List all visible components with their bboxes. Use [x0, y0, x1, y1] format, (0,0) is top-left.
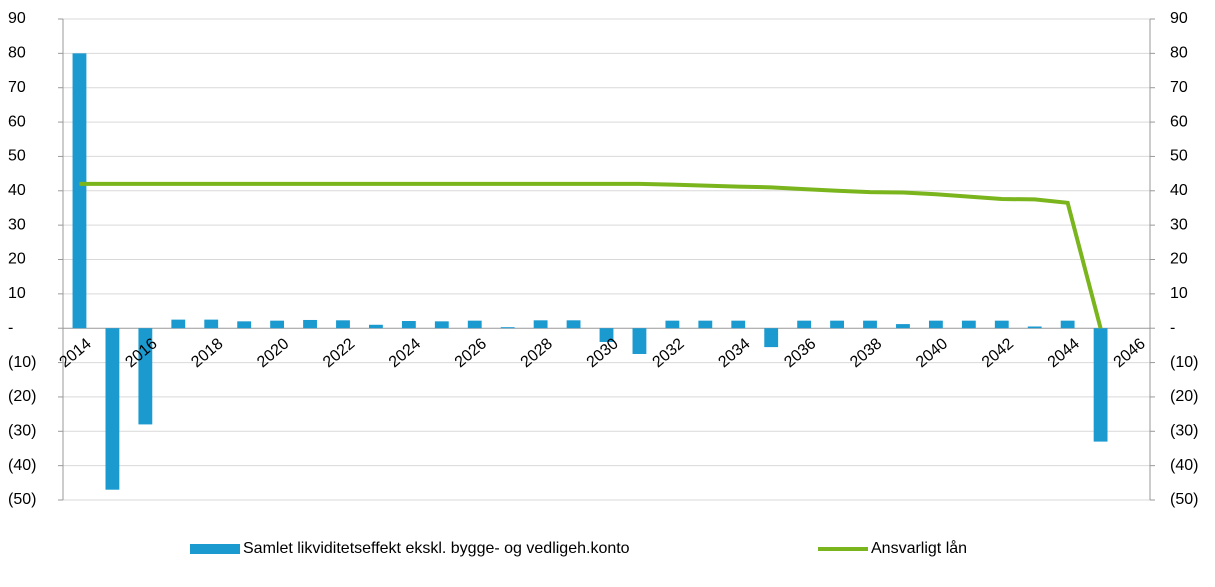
y-tick-label: (50): [8, 491, 36, 508]
bar: [369, 324, 383, 329]
y2-tick-label: 90: [1170, 10, 1188, 27]
x-tick-label: 2022: [320, 335, 358, 371]
bar: [863, 320, 877, 329]
y-tick-label: 30: [8, 216, 26, 233]
y-tick-label: (40): [8, 457, 36, 474]
y2-tick-label: 60: [1170, 113, 1188, 130]
x-tick-label: 2014: [57, 335, 95, 371]
y-tick-label: (30): [8, 423, 36, 440]
bar: [204, 319, 219, 329]
bar: [764, 328, 779, 348]
y2-tick-label: -: [1170, 319, 1175, 336]
bar: [138, 328, 153, 425]
bar: [830, 320, 844, 329]
y2-tick-label: 20: [1170, 251, 1188, 268]
y-tick-label: 40: [8, 182, 26, 199]
x-tick-label: 2040: [913, 335, 951, 371]
x-tick-label: 2042: [979, 335, 1017, 371]
bar: [1093, 328, 1108, 442]
bar: [599, 328, 614, 342]
legend-label: Samlet likviditetseffekt ekskl. bygge- o…: [243, 540, 630, 557]
legend-swatch: [190, 544, 240, 554]
bar: [797, 320, 812, 329]
bar: [303, 319, 317, 329]
bar: [698, 320, 713, 329]
bar: [171, 319, 186, 329]
bar: [928, 320, 943, 329]
x-tick-label: 2028: [518, 335, 556, 371]
y-tick-label: 20: [8, 251, 26, 268]
y2-tick-label: 10: [1170, 285, 1188, 302]
bar: [533, 320, 548, 329]
x-tick-label: 2038: [847, 335, 885, 371]
bar: [1060, 320, 1075, 329]
x-tick-label: 2024: [386, 335, 424, 371]
y2-tick-label: (30): [1170, 423, 1198, 440]
bar: [105, 328, 120, 490]
x-tick-label: 2020: [254, 335, 292, 371]
y-tick-label: 80: [8, 45, 26, 62]
bar: [434, 321, 449, 329]
y2-tick-label: 80: [1170, 45, 1188, 62]
x-tick-label: 2036: [781, 335, 819, 371]
bar: [566, 320, 581, 329]
line: [79, 181, 1103, 329]
y2-tick-label: 40: [1170, 182, 1188, 199]
y2-tick-label: (40): [1170, 457, 1198, 474]
x-tick-label: 2034: [715, 335, 753, 371]
legend-label: Ansvarligt lån: [871, 539, 967, 557]
bar: [336, 320, 350, 329]
x-tick-label: 2044: [1045, 335, 1083, 371]
x-tick-label: 2032: [649, 335, 687, 371]
bar: [961, 320, 976, 329]
y2-tick-label: 30: [1170, 216, 1188, 233]
y2-tick-label: (20): [1170, 388, 1198, 405]
y2-tick-label: (50): [1170, 491, 1198, 508]
y-tick-label: 60: [8, 113, 26, 130]
y-tick-label: 50: [8, 148, 26, 165]
bar: [270, 320, 285, 329]
x-tick-label: 2018: [188, 335, 226, 371]
y2-tick-label: 50: [1170, 148, 1188, 165]
bar: [72, 53, 87, 329]
x-tick-label: 2046: [1111, 335, 1149, 371]
y2-tick-label: (10): [1170, 354, 1198, 371]
y2-tick-label: 70: [1170, 79, 1188, 96]
bar: [1027, 326, 1042, 329]
bar: [665, 320, 680, 329]
y-tick-label: (10): [8, 354, 36, 371]
x-tick-label: 2026: [452, 335, 490, 371]
y-tick-label: (20): [8, 388, 36, 405]
bar: [500, 327, 515, 329]
y-tick-label: 90: [8, 10, 26, 27]
bar: [237, 321, 252, 329]
bar: [896, 324, 910, 329]
y-tick-label: 70: [8, 79, 26, 96]
bar: [467, 320, 482, 329]
y-tick-label: 10: [8, 285, 26, 302]
bar: [994, 320, 1009, 329]
bar: [632, 328, 647, 354]
bar: [401, 320, 416, 329]
y-tick-label: -: [8, 319, 13, 336]
bar: [731, 320, 746, 329]
